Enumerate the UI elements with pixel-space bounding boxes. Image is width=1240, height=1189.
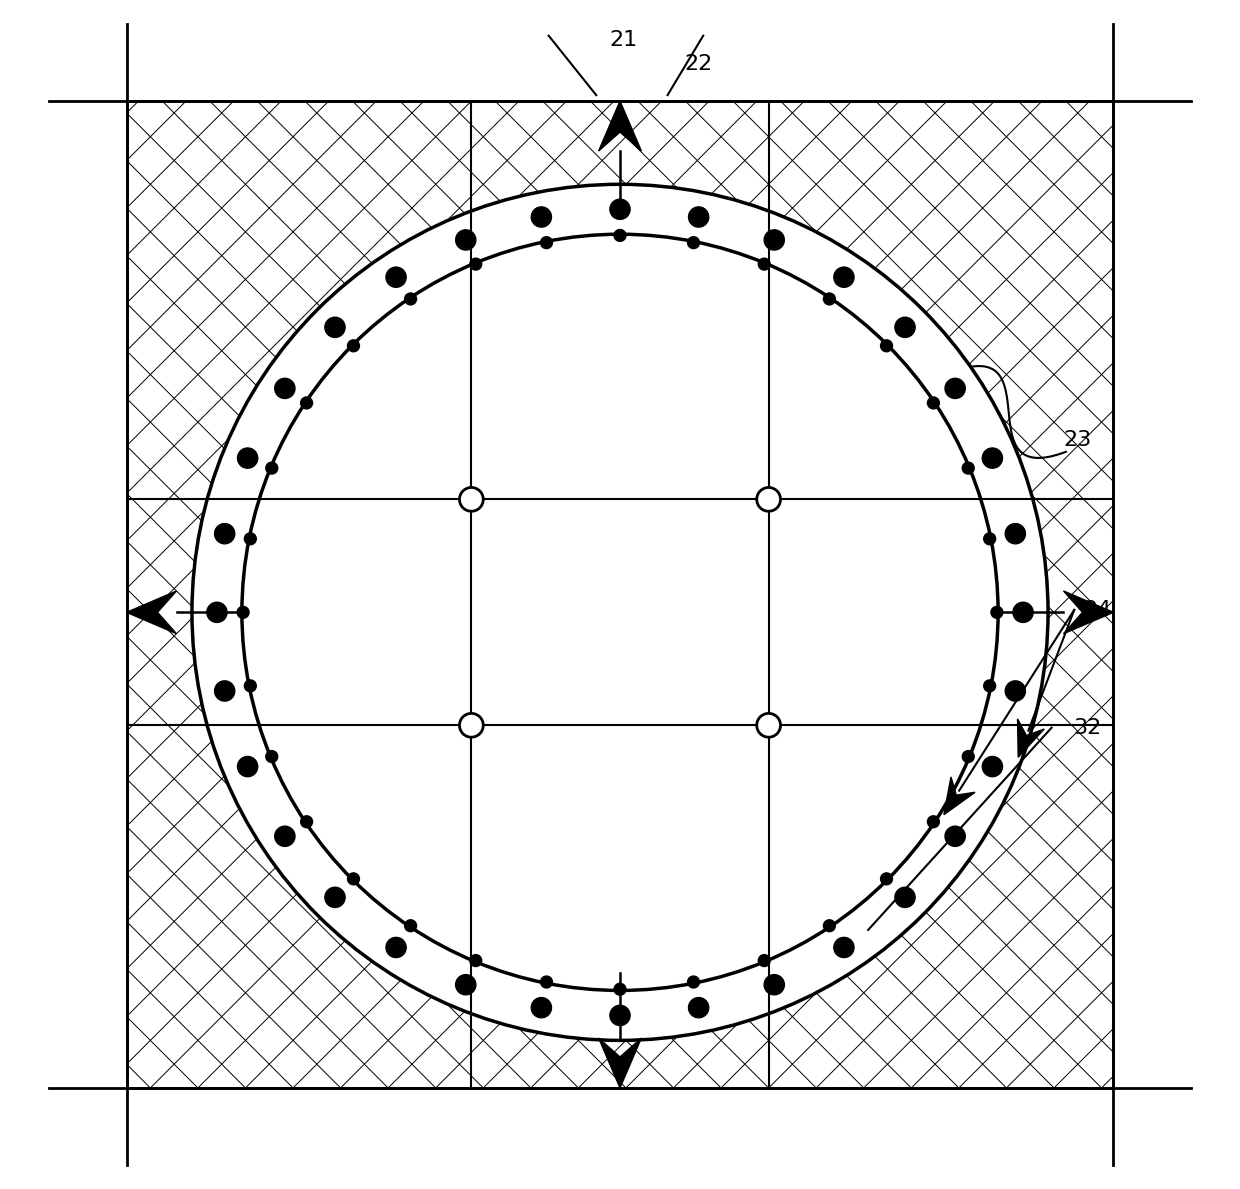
Circle shape [207, 602, 227, 623]
Circle shape [610, 1006, 630, 1025]
Circle shape [759, 955, 770, 967]
Circle shape [325, 887, 345, 907]
Circle shape [470, 258, 481, 270]
Circle shape [764, 229, 785, 250]
Circle shape [347, 873, 360, 885]
Circle shape [823, 292, 836, 304]
Circle shape [192, 184, 1048, 1040]
Text: 21: 21 [609, 31, 637, 50]
Polygon shape [126, 591, 176, 634]
Circle shape [614, 983, 626, 995]
Circle shape [325, 317, 345, 338]
Circle shape [531, 998, 552, 1018]
Circle shape [688, 998, 709, 1018]
Circle shape [688, 207, 709, 227]
Polygon shape [1064, 591, 1114, 634]
Circle shape [756, 713, 780, 737]
Circle shape [404, 920, 417, 932]
Circle shape [242, 234, 998, 990]
Circle shape [215, 523, 234, 543]
Bar [126, 101, 1114, 1088]
Circle shape [880, 340, 893, 352]
Circle shape [764, 975, 785, 995]
Circle shape [983, 533, 996, 545]
Circle shape [688, 976, 699, 988]
Circle shape [991, 606, 1003, 618]
Circle shape [1013, 603, 1033, 623]
Circle shape [688, 237, 699, 249]
Circle shape [833, 937, 854, 957]
Circle shape [895, 317, 915, 338]
Circle shape [244, 680, 257, 692]
Circle shape [300, 397, 312, 409]
Circle shape [614, 229, 626, 241]
Circle shape [880, 873, 893, 885]
Text: 22: 22 [684, 55, 713, 74]
Circle shape [1006, 681, 1025, 702]
Circle shape [982, 756, 1002, 776]
Circle shape [265, 750, 278, 762]
Polygon shape [1018, 719, 1044, 757]
Circle shape [300, 816, 312, 828]
Circle shape [945, 826, 965, 847]
Circle shape [460, 713, 484, 737]
Text: 23: 23 [1064, 430, 1092, 449]
Text: 32: 32 [1073, 718, 1101, 737]
Circle shape [983, 680, 996, 692]
Circle shape [982, 448, 1002, 468]
Circle shape [945, 378, 965, 398]
Polygon shape [599, 101, 641, 151]
Circle shape [531, 207, 552, 227]
Circle shape [386, 937, 407, 957]
Circle shape [470, 955, 481, 967]
Circle shape [1006, 523, 1025, 543]
Circle shape [265, 463, 278, 474]
Circle shape [541, 976, 552, 988]
Circle shape [759, 258, 770, 270]
Circle shape [238, 756, 258, 776]
Circle shape [238, 448, 258, 468]
Circle shape [460, 487, 484, 511]
Circle shape [455, 975, 476, 995]
Circle shape [962, 750, 975, 762]
Circle shape [756, 487, 780, 511]
Circle shape [541, 237, 552, 249]
Circle shape [244, 533, 257, 545]
Circle shape [237, 606, 249, 618]
Circle shape [928, 816, 940, 828]
Circle shape [455, 229, 476, 250]
Text: 24: 24 [1084, 600, 1112, 619]
Circle shape [192, 184, 1048, 1040]
Circle shape [895, 887, 915, 907]
Circle shape [275, 826, 295, 847]
Bar [126, 101, 1114, 1088]
Circle shape [347, 340, 360, 352]
Circle shape [215, 681, 234, 702]
Circle shape [833, 268, 854, 288]
Circle shape [275, 378, 295, 398]
Circle shape [928, 397, 940, 409]
Circle shape [962, 463, 975, 474]
Circle shape [386, 268, 407, 288]
Polygon shape [599, 1038, 641, 1088]
Circle shape [404, 292, 417, 304]
Polygon shape [944, 776, 975, 814]
Circle shape [823, 920, 836, 932]
Circle shape [610, 199, 630, 219]
